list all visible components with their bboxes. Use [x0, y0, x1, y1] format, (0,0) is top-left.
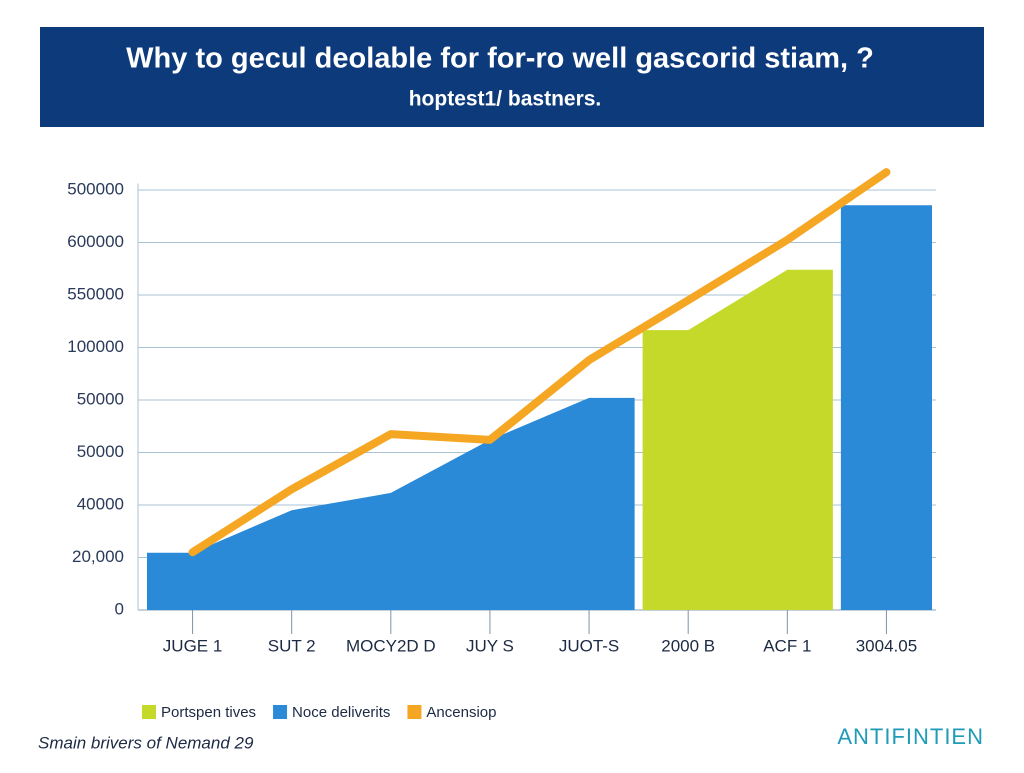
legend-label: Noce deliverits: [292, 704, 390, 721]
title-banner: [40, 27, 984, 127]
legend-swatch: [273, 705, 288, 719]
x-tick-label: 2000 B: [661, 636, 715, 655]
y-tick-label: 0: [115, 599, 124, 618]
legend-swatch: [407, 705, 422, 719]
x-tick-label: JUOT-S: [559, 636, 619, 655]
y-tick-label: 100000: [67, 337, 124, 356]
y-tick-label: 50000: [77, 389, 124, 408]
footer-note: Smain brivers of Nemand 29: [38, 733, 254, 752]
line: [188, 168, 891, 557]
x-tick-label: JUGE 1: [163, 636, 223, 655]
y-tick-label: 550000: [67, 284, 124, 303]
legend-label: Ancensiop: [426, 704, 496, 721]
area: [147, 397, 635, 610]
chart-subtitle: hoptest1/ bastners.: [409, 88, 602, 111]
y-tick-label: 600000: [67, 232, 124, 251]
y-tick-label: 50000: [77, 442, 124, 461]
area: [840, 205, 932, 610]
y-tick-label: 20,000: [72, 547, 124, 566]
x-tick-label: ACF 1: [763, 636, 811, 655]
x-tick-label: JUY S: [466, 636, 514, 655]
legend-label: Portspen tives: [161, 704, 256, 721]
y-tick-label: 40000: [77, 494, 124, 513]
x-tick-label: 3004.05: [856, 636, 917, 655]
area: [642, 269, 833, 610]
y-tick-label: 500000: [67, 179, 124, 198]
legend-swatch: [142, 705, 156, 719]
chart-title: Why to gecul deolable for for-ro well ga…: [126, 43, 874, 75]
x-tick-label: SUT 2: [268, 636, 316, 655]
brand: ANTIFINTIEN: [837, 724, 984, 749]
x-tick-label: MOCY2D D: [346, 636, 436, 655]
